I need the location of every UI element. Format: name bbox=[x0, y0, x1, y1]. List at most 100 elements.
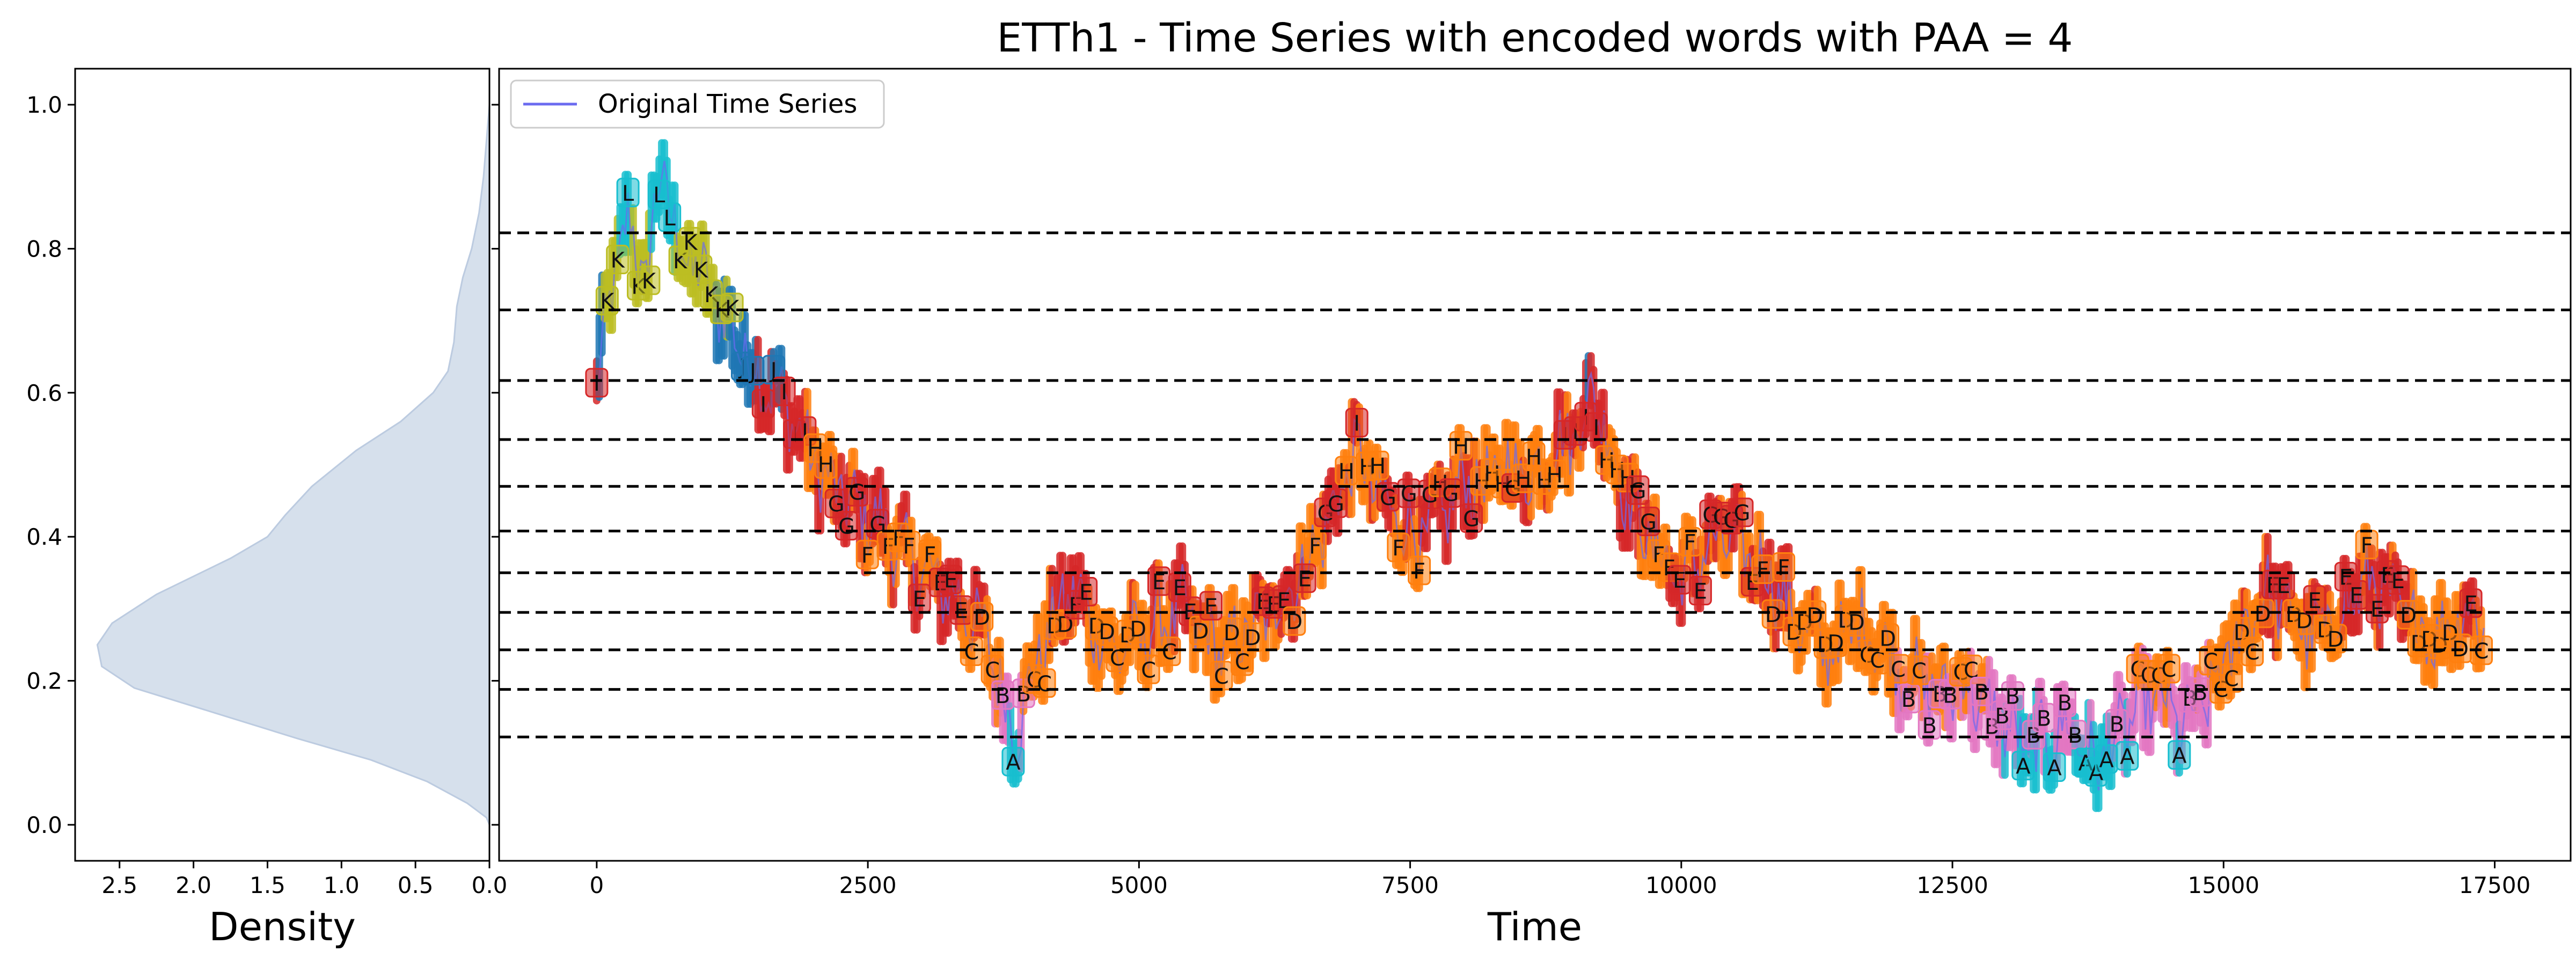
density-area bbox=[96, 104, 489, 825]
encoded-letters: IKKLKKLLKKKKKKJJIJIIIHHGGGFGFFFEFEEECDCB… bbox=[585, 178, 2493, 787]
svg-text:D: D bbox=[974, 605, 990, 630]
encoded-letter: G bbox=[1439, 478, 1462, 508]
encoded-letter: E bbox=[908, 583, 931, 613]
encoded-letter: H bbox=[1366, 450, 1389, 480]
encoded-letter: B bbox=[1897, 684, 1920, 714]
svg-text:H: H bbox=[1370, 454, 1386, 479]
svg-text:F: F bbox=[924, 543, 936, 568]
svg-text:B: B bbox=[1901, 687, 1916, 712]
encoded-letter: C bbox=[1907, 655, 1931, 685]
encoded-letter: E bbox=[2272, 570, 2295, 600]
svg-text:C: C bbox=[2474, 639, 2489, 664]
encoded-letter: A bbox=[2011, 751, 2035, 781]
time-x-tick-label: 10000 bbox=[1645, 872, 1717, 898]
svg-text:B: B bbox=[2110, 713, 2124, 737]
svg-text:H: H bbox=[1547, 463, 1563, 488]
svg-text:F: F bbox=[1684, 531, 1696, 555]
legend-box bbox=[510, 79, 885, 129]
density-x-ticks: 2.5 2.0 1.5 1.0 0.5 0.0 bbox=[101, 861, 507, 898]
time-x-tick-label: 17500 bbox=[2459, 872, 2531, 898]
encoded-letter: I bbox=[772, 376, 796, 406]
time-x-tick-label: 15000 bbox=[2187, 872, 2259, 898]
svg-text:E: E bbox=[2370, 597, 2384, 622]
encoded-letter: F bbox=[918, 539, 942, 569]
svg-text:G: G bbox=[848, 480, 865, 505]
density-frame bbox=[74, 68, 491, 862]
encoded-letter: F bbox=[1387, 532, 1410, 562]
encoded-letter: F bbox=[1408, 555, 1431, 586]
svg-text:F: F bbox=[1392, 536, 1404, 561]
encoded-letter: K bbox=[606, 245, 630, 274]
encoded-letter: E bbox=[1074, 577, 1098, 606]
svg-text:K: K bbox=[725, 296, 740, 321]
encoded-letter: C bbox=[960, 636, 983, 666]
svg-text:I: I bbox=[594, 371, 600, 396]
svg-text:D: D bbox=[1765, 603, 1782, 627]
svg-text:I: I bbox=[760, 392, 766, 417]
encoded-letter: A bbox=[2168, 740, 2191, 770]
svg-text:C: C bbox=[1214, 664, 1229, 689]
encoded-letter: D bbox=[1803, 600, 1827, 630]
encoded-letter: G bbox=[1460, 503, 1483, 533]
encoded-letter: G bbox=[1626, 475, 1650, 505]
svg-text:I: I bbox=[1593, 416, 1600, 441]
encoded-letter: B bbox=[991, 680, 1014, 710]
chart-title: ETTh1 - Time Series with encoded words w… bbox=[997, 15, 2073, 61]
encoded-letter: B bbox=[1918, 710, 1941, 740]
density-x-tick-label: 0.5 bbox=[398, 872, 434, 898]
svg-text:F: F bbox=[903, 535, 915, 559]
encoded-letter: B bbox=[2001, 681, 2024, 711]
svg-text:K: K bbox=[642, 269, 657, 294]
svg-text:B: B bbox=[2193, 681, 2207, 706]
svg-text:G: G bbox=[838, 515, 855, 539]
encoded-letter: F bbox=[855, 539, 879, 569]
encoded-letter: F bbox=[2355, 530, 2379, 560]
encoded-letter: D bbox=[1126, 613, 1150, 643]
svg-text:E: E bbox=[2308, 589, 2321, 613]
svg-text:B: B bbox=[1922, 714, 1936, 738]
encoded-letter: G bbox=[1376, 482, 1400, 512]
svg-text:A: A bbox=[2099, 748, 2114, 772]
encoded-letter: F bbox=[1304, 531, 1327, 560]
density-x-tick-label: 2.5 bbox=[101, 872, 137, 898]
svg-text:L: L bbox=[622, 181, 634, 206]
encoded-letter: H bbox=[814, 449, 838, 479]
svg-text:J: J bbox=[748, 360, 756, 384]
encoded-letter: D bbox=[1876, 623, 1900, 653]
encoded-letter: A bbox=[1001, 747, 1025, 777]
density-y-tick-label: 0.4 bbox=[26, 524, 62, 550]
encoded-letter: G bbox=[1397, 478, 1421, 508]
svg-text:E: E bbox=[1694, 580, 1707, 604]
svg-text:H: H bbox=[1338, 459, 1355, 484]
encoded-letter: K bbox=[689, 254, 713, 284]
svg-text:F: F bbox=[1309, 535, 1321, 559]
encoded-letter: D bbox=[1283, 606, 1306, 636]
time-x-tick-label: 5000 bbox=[1110, 872, 1168, 898]
encoded-letter: C bbox=[1158, 636, 1181, 667]
legend-label: Original Time Series bbox=[598, 89, 857, 119]
svg-text:B: B bbox=[2037, 706, 2051, 731]
encoded-letter: B bbox=[1970, 677, 1993, 706]
svg-text:D: D bbox=[1245, 626, 1261, 650]
svg-text:B: B bbox=[996, 684, 1010, 708]
encoded-letter: D bbox=[2251, 598, 2274, 628]
encoded-letter: C bbox=[980, 655, 1004, 685]
svg-text:F: F bbox=[1757, 558, 1769, 583]
encoded-letter: K bbox=[720, 292, 744, 323]
encoded-letter: D bbox=[2397, 600, 2420, 630]
svg-text:C: C bbox=[964, 640, 979, 665]
encoded-letter: E bbox=[1688, 576, 1712, 605]
encoded-letter: G bbox=[1730, 497, 1754, 528]
density-y-tick-label: 0.6 bbox=[26, 380, 62, 406]
svg-text:C: C bbox=[985, 658, 1000, 683]
time-x-ticks: 0 2500 5000 7500 10000 12500 15000 17500 bbox=[590, 861, 2531, 898]
svg-text:I: I bbox=[802, 420, 808, 444]
encoded-letter: H bbox=[1543, 459, 1567, 489]
encoded-letter: I bbox=[585, 368, 609, 398]
svg-text:D: D bbox=[1099, 620, 1115, 645]
svg-text:K: K bbox=[683, 230, 698, 255]
encoded-letter: F bbox=[897, 531, 921, 560]
encoded-letter: B bbox=[2063, 720, 2087, 750]
encoded-letter: F bbox=[1751, 554, 1775, 584]
